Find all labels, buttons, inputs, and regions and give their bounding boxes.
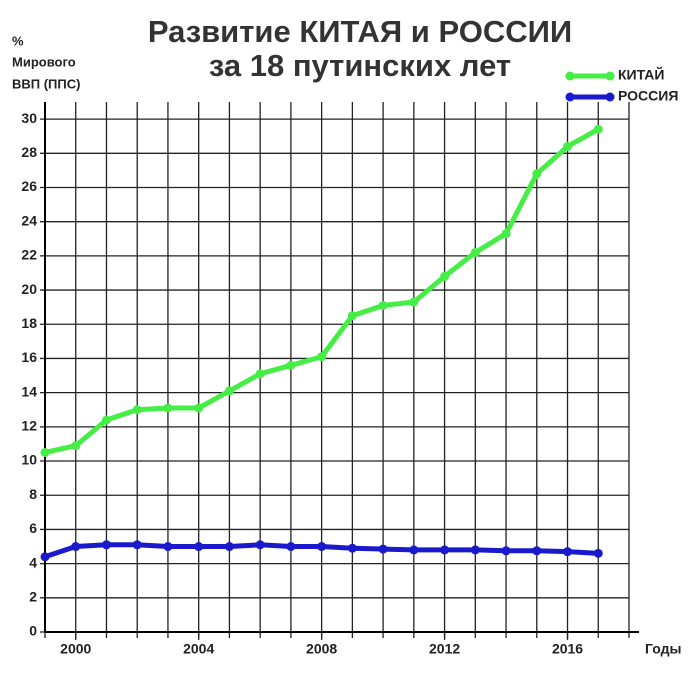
x-axis-label: Годы	[645, 641, 681, 657]
y-tick-label: 8	[29, 486, 37, 502]
legend-marker	[605, 71, 615, 81]
legend-marker	[565, 92, 575, 102]
data-point	[40, 552, 50, 562]
y-axis-label: Мирового	[12, 54, 76, 69]
y-tick-label: 30	[21, 110, 37, 126]
data-point	[440, 271, 450, 281]
data-point	[317, 542, 327, 552]
data-point	[532, 546, 542, 556]
data-point	[255, 540, 265, 550]
data-point	[255, 369, 265, 379]
data-point	[347, 311, 357, 321]
x-tick-label: 2016	[552, 641, 583, 657]
legend-label: РОССИЯ	[618, 88, 678, 104]
y-tick-label: 2	[29, 589, 37, 605]
y-tick-label: 24	[21, 212, 37, 228]
chart-title: Развитие КИТАЯ и РОССИИ	[148, 14, 572, 49]
data-point	[317, 352, 327, 362]
y-tick-label: 16	[21, 349, 37, 365]
data-point	[470, 247, 480, 257]
data-point	[470, 545, 480, 555]
y-tick-label: 0	[29, 623, 37, 639]
data-point	[71, 441, 81, 451]
data-point	[163, 403, 173, 413]
chart-subtitle: за 18 путинских лет	[209, 48, 511, 83]
data-point	[194, 403, 204, 413]
x-tick-label: 2000	[60, 641, 91, 657]
y-tick-label: 20	[21, 281, 37, 297]
data-point	[593, 124, 603, 134]
y-tick-label: 6	[29, 520, 37, 536]
y-tick-label: 14	[21, 383, 37, 399]
y-tick-label: 22	[21, 247, 37, 263]
data-point	[286, 360, 296, 370]
y-tick-label: 26	[21, 178, 37, 194]
x-tick-label: 2004	[183, 641, 214, 657]
data-point	[40, 447, 50, 457]
data-point	[132, 405, 142, 415]
data-point	[224, 386, 234, 396]
data-point	[194, 542, 204, 552]
data-point	[501, 229, 511, 239]
data-point	[440, 545, 450, 555]
data-point	[101, 540, 111, 550]
data-point	[563, 547, 573, 557]
legend-marker	[605, 92, 615, 102]
data-point	[347, 543, 357, 553]
data-point	[378, 544, 388, 554]
y-tick-label: 28	[21, 144, 37, 160]
data-point	[501, 546, 511, 556]
y-tick-label: 10	[21, 452, 37, 468]
y-tick-label: 18	[21, 315, 37, 331]
data-point	[409, 297, 419, 307]
data-point	[286, 542, 296, 552]
x-tick-label: 2012	[429, 641, 460, 657]
data-point	[132, 540, 142, 550]
data-point	[71, 542, 81, 552]
legend-label: КИТАЙ	[618, 66, 664, 83]
y-axis-label: %	[12, 33, 24, 48]
legend-marker	[565, 71, 575, 81]
data-point	[224, 542, 234, 552]
data-point	[409, 545, 419, 555]
x-tick-label: 2008	[306, 641, 337, 657]
y-tick-label: 12	[21, 418, 37, 434]
data-point	[101, 415, 111, 425]
data-point	[532, 169, 542, 179]
y-axis-label: ВВП (ППС)	[12, 76, 80, 91]
data-point	[378, 300, 388, 310]
y-tick-label: 4	[29, 554, 37, 570]
data-point	[163, 542, 173, 552]
data-point	[593, 548, 603, 558]
data-point	[563, 141, 573, 151]
